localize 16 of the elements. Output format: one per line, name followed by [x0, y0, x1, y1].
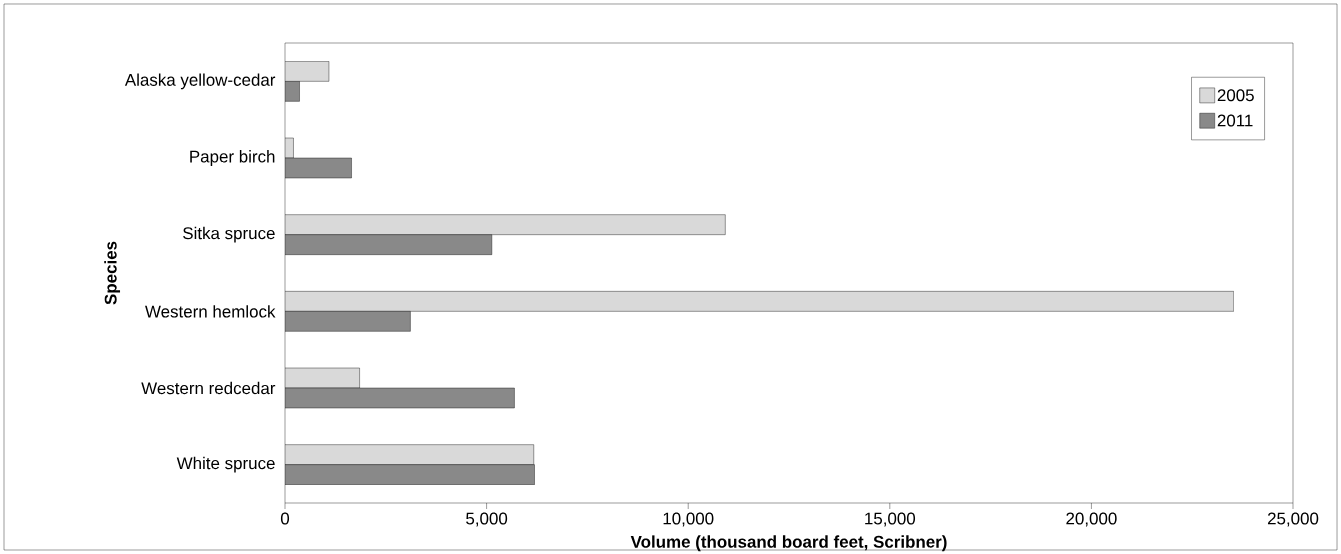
x-tick-label: 15,000 [865, 512, 916, 527]
y-tick-label: Paper birch [190, 150, 275, 166]
x-tick-label: 20,000 [1066, 512, 1117, 527]
x-tick-label: 5,000 [466, 512, 508, 527]
y-tick-label: Sitka spruce [183, 226, 275, 243]
x-tick-label: 0 [280, 512, 290, 525]
y-axis-title: Species [104, 241, 121, 305]
legend-label: 2005 [1217, 89, 1254, 102]
x-axis-title: Volume (thousand board feet, Scribner) [630, 535, 947, 552]
y-tick-label: White spruce [176, 456, 275, 473]
y-tick-label: Alaska yellow-cedar [124, 73, 276, 90]
x-tick-label: 25,000 [1267, 512, 1319, 527]
legend-label: 2011 [1217, 114, 1253, 127]
y-tick-label: Western hemlock [145, 305, 276, 318]
x-tick-label: 10,000 [663, 512, 714, 527]
y-tick-label: Western redcedar [141, 381, 276, 395]
